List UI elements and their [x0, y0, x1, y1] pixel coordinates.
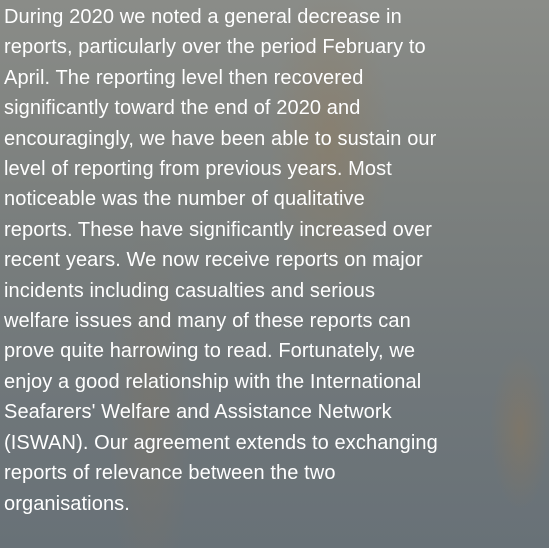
text-line: During 2020 we noted a general decrease …: [4, 2, 438, 32]
text-line: reports, particularly over the period Fe…: [4, 32, 438, 62]
text-line: level of reporting from previous years. …: [4, 154, 438, 184]
text-line: prove quite harrowing to read. Fortunate…: [4, 336, 438, 366]
text-line: enjoy a good relationship with the Inter…: [4, 367, 438, 397]
text-line: recent years. We now receive reports on …: [4, 245, 438, 275]
text-line: organisations.: [4, 489, 438, 519]
text-line: (ISWAN). Our agreement extends to exchan…: [4, 428, 438, 458]
paragraph: During 2020 we noted a general decrease …: [4, 2, 438, 519]
text-line: significantly toward the end of 2020 and: [4, 93, 438, 123]
text-line: incidents including casualties and serio…: [4, 276, 438, 306]
page: During 2020 we noted a general decrease …: [0, 0, 549, 548]
text-line: reports. These have significantly increa…: [4, 215, 438, 245]
text-line: encouragingly, we have been able to sust…: [4, 124, 438, 154]
text-line: welfare issues and many of these reports…: [4, 306, 438, 336]
text-line: Seafarers' Welfare and Assistance Networ…: [4, 397, 438, 427]
text-line: reports of relevance between the two: [4, 458, 438, 488]
text-line: noticeable was the number of qualitative: [4, 184, 438, 214]
text-line: April. The reporting level then recovere…: [4, 63, 438, 93]
